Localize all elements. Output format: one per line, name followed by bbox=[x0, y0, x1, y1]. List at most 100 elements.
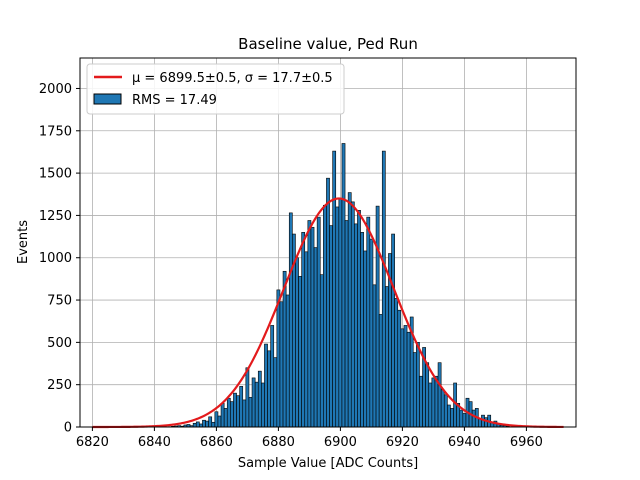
histogram-bar bbox=[295, 257, 299, 428]
histogram-bar bbox=[347, 192, 352, 428]
x-axis-ticks: 6820 6840 6860 6880 6900 6920 6940 6960 bbox=[76, 427, 543, 450]
histogram-bar bbox=[236, 395, 240, 428]
histogram-bar bbox=[425, 362, 430, 428]
histogram-bar bbox=[394, 298, 399, 428]
histogram-bar bbox=[366, 216, 371, 428]
histogram-bar bbox=[239, 386, 244, 428]
histogram-bar bbox=[233, 392, 237, 428]
histogram-bar bbox=[428, 382, 433, 428]
histogram-bar bbox=[270, 325, 275, 428]
histogram-bar bbox=[338, 198, 343, 428]
y-tick-label: 750 bbox=[47, 294, 72, 309]
histogram-bar bbox=[230, 401, 234, 428]
legend-rms-swatch bbox=[93, 93, 122, 105]
legend-rms-label: RMS = 17.49 bbox=[132, 93, 217, 108]
histogram-bar bbox=[335, 206, 340, 428]
histogram-bar bbox=[326, 177, 330, 428]
histogram-bar bbox=[447, 404, 451, 428]
histogram-bar bbox=[195, 421, 200, 428]
histogram-bar bbox=[378, 314, 383, 428]
histogram-bar bbox=[341, 143, 346, 428]
histogram-bar bbox=[416, 342, 420, 428]
histogram-bar bbox=[276, 289, 281, 428]
histogram-bar bbox=[434, 375, 439, 428]
histogram-bar bbox=[431, 377, 436, 428]
histogram-bar bbox=[372, 284, 377, 428]
histogram-bar bbox=[375, 205, 380, 428]
histogram-bar bbox=[248, 397, 253, 428]
histogram-bar bbox=[354, 223, 358, 428]
histogram-bar bbox=[285, 294, 290, 428]
y-tick-label: 500 bbox=[47, 336, 72, 351]
histogram-bar bbox=[214, 411, 219, 428]
y-tick-label: 0 bbox=[64, 421, 72, 436]
x-tick-label: 6840 bbox=[138, 435, 171, 450]
histogram-bar bbox=[360, 232, 364, 428]
x-axis-label: Sample Value [ADC Counts] bbox=[238, 456, 418, 471]
histogram-bar bbox=[462, 413, 467, 428]
y-axis-label: Events bbox=[16, 220, 31, 264]
histogram-bar bbox=[251, 377, 256, 428]
x-tick-label: 6940 bbox=[448, 435, 481, 450]
histogram-bar bbox=[208, 416, 213, 428]
x-tick-label: 6920 bbox=[386, 435, 419, 450]
histogram-bar bbox=[310, 226, 315, 428]
y-axis-ticks: 0 250 500 750 1000 1250 1500 1750 2000 bbox=[39, 82, 80, 436]
histogram-bar bbox=[440, 389, 445, 428]
histogram-bar bbox=[304, 251, 309, 428]
histogram-bar bbox=[471, 409, 476, 428]
histogram-bar bbox=[459, 409, 464, 428]
histogram-bar bbox=[301, 232, 306, 428]
histogram-bar bbox=[223, 408, 228, 428]
legend-fit-label: μ = 6899.5±0.5, σ = 17.7±0.5 bbox=[132, 71, 333, 86]
x-tick-label: 6880 bbox=[262, 435, 295, 450]
histogram-bar bbox=[316, 216, 321, 428]
legend: μ = 6899.5±0.5, σ = 17.7±0.5 RMS = 17.49 bbox=[86, 63, 345, 115]
histogram-bar bbox=[344, 220, 349, 428]
x-tick-label: 6900 bbox=[324, 435, 357, 450]
histogram-bar bbox=[254, 381, 259, 428]
y-tick-label: 1250 bbox=[39, 209, 72, 224]
histogram-bar bbox=[245, 367, 250, 428]
histogram-bar bbox=[205, 420, 209, 428]
histogram-bar bbox=[202, 419, 206, 428]
histogram-bar bbox=[357, 210, 361, 428]
histogram-bar bbox=[261, 382, 265, 428]
x-tick-label: 6860 bbox=[200, 435, 233, 450]
y-tick-label: 2000 bbox=[39, 82, 72, 97]
histogram-bar bbox=[217, 415, 222, 428]
histogram-bar bbox=[391, 233, 395, 428]
histogram-bar bbox=[220, 403, 225, 428]
histogram-bar bbox=[242, 399, 247, 428]
x-tick-label: 6960 bbox=[510, 435, 543, 450]
histogram-bar bbox=[450, 408, 454, 428]
histogram-bar bbox=[307, 220, 312, 428]
fit-curve bbox=[92, 197, 564, 429]
histogram-bar bbox=[323, 204, 327, 428]
histogram-bar bbox=[313, 247, 318, 428]
histogram-bar bbox=[273, 357, 278, 428]
histogram-bar bbox=[264, 343, 268, 428]
y-tick-label: 1750 bbox=[39, 124, 72, 139]
histogram-bar bbox=[288, 212, 293, 428]
histogram-bar bbox=[397, 309, 402, 428]
chart-title: Baseline value, Ped Run bbox=[238, 35, 418, 53]
axes-frame bbox=[79, 57, 577, 428]
histogram-bar bbox=[419, 375, 423, 428]
histogram-bar bbox=[400, 328, 405, 428]
y-tick-label: 1000 bbox=[39, 251, 72, 266]
x-tick-label: 6820 bbox=[76, 435, 109, 450]
histogram-bar bbox=[267, 350, 271, 428]
histogram-bar bbox=[403, 325, 408, 428]
y-tick-label: 1500 bbox=[39, 167, 72, 182]
histogram-bar bbox=[350, 201, 355, 428]
histogram-bar bbox=[369, 238, 374, 428]
histogram-bar bbox=[332, 150, 337, 428]
histogram-bar bbox=[385, 286, 389, 428]
histogram-bar bbox=[282, 270, 287, 428]
gaussian-fit bbox=[92, 197, 564, 429]
histogram-bar bbox=[319, 274, 324, 428]
legend-box bbox=[86, 63, 345, 115]
histogram-bar bbox=[298, 276, 302, 428]
